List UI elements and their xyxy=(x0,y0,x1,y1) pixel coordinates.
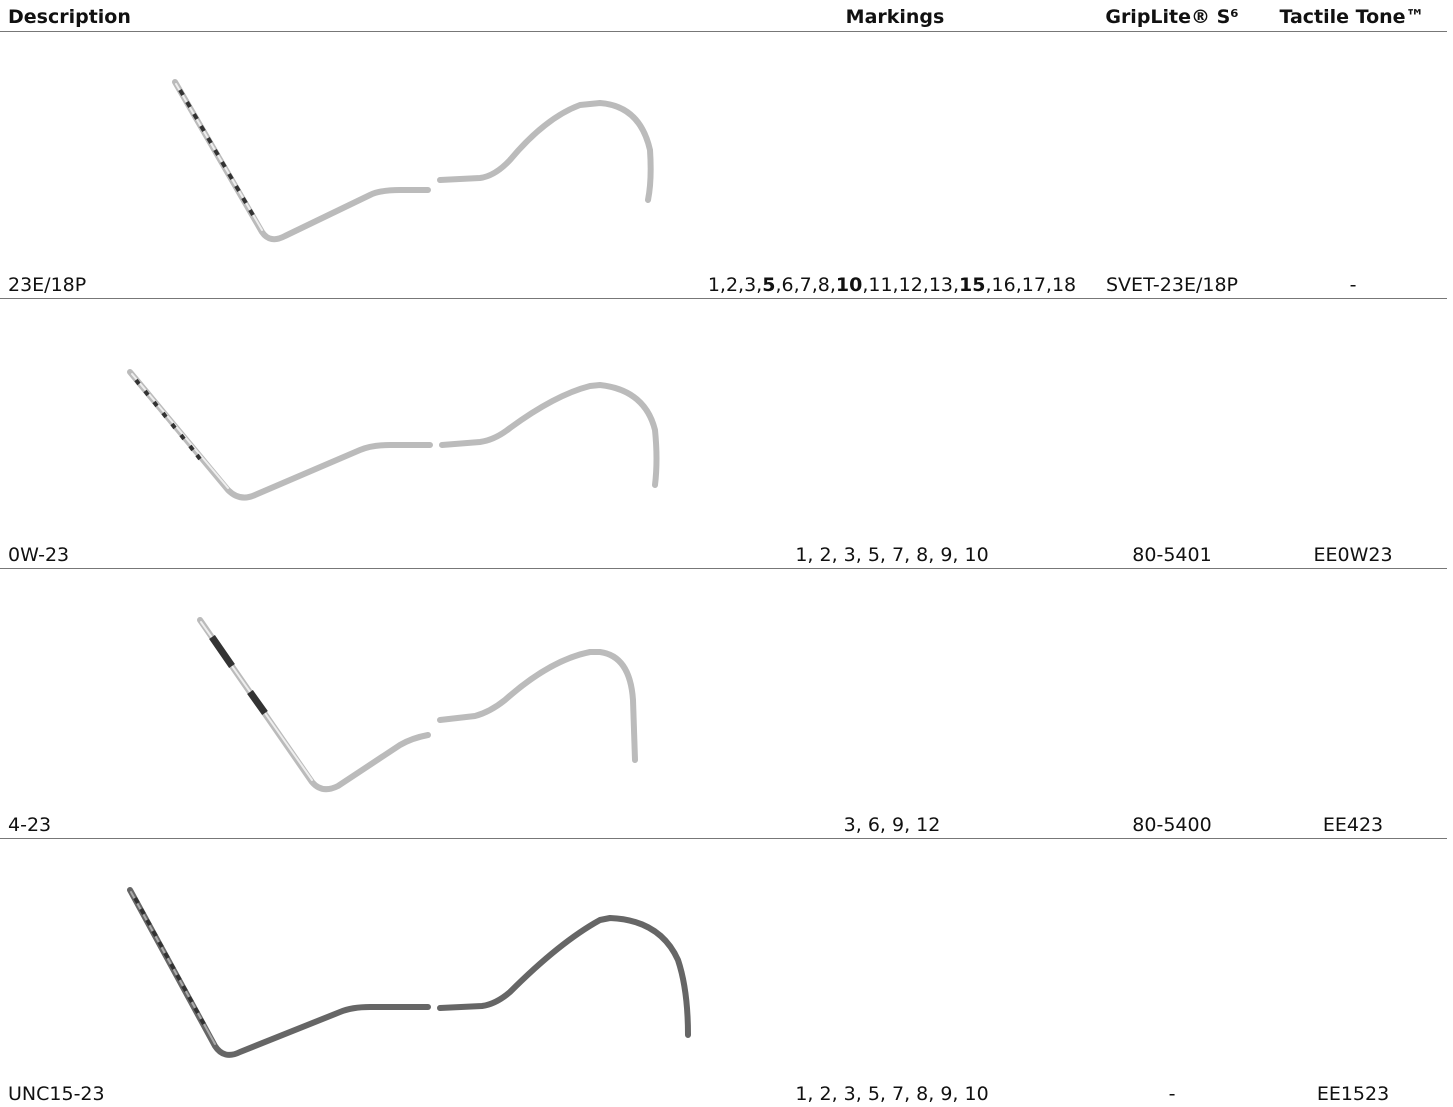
griplite-code: SVET-23E/18P xyxy=(1106,274,1238,296)
probe-23e18p xyxy=(172,79,654,243)
column-header: Description xyxy=(8,6,131,28)
markings: 1, 2, 3, 5, 7, 8, 9, 10 xyxy=(795,1083,988,1105)
probe-images xyxy=(127,79,691,1058)
probe-0w23 xyxy=(127,369,660,501)
column-header: Markings xyxy=(846,6,945,28)
marking-segment: ,16,17,18 xyxy=(986,274,1077,296)
tactile-tone-code: EE423 xyxy=(1323,814,1383,836)
tactile-tone-code: - xyxy=(1350,274,1357,296)
marking-segment: 10 xyxy=(836,274,862,296)
markings: 1,2,3,5,6,7,8,10,11,12,13,15,16,17,18 xyxy=(708,274,1076,296)
description: 4-23 xyxy=(8,814,51,836)
marking-segment: ,11,12,13, xyxy=(862,274,959,296)
marking-segment: 3, 6, 9, 12 xyxy=(844,814,941,836)
tactile-tone-code: EE1523 xyxy=(1317,1083,1389,1105)
probe-unc15-23 xyxy=(127,887,691,1058)
markings: 3, 6, 9, 12 xyxy=(844,814,941,836)
description: 23E/18P xyxy=(8,274,86,296)
griplite-code: - xyxy=(1169,1083,1176,1105)
marking-segment: 5 xyxy=(762,274,775,296)
markings: 1, 2, 3, 5, 7, 8, 9, 10 xyxy=(795,544,988,566)
column-header: Tactile Tone™ xyxy=(1279,6,1424,28)
probe-4-23 xyxy=(197,617,638,793)
marking-segment: ,6,7,8, xyxy=(775,274,835,296)
griplite-code: 80-5401 xyxy=(1132,544,1211,566)
column-header: GripLite® S⁶ xyxy=(1105,6,1238,28)
marking-segment: 1, 2, 3, 5, 7, 8, 9, 10 xyxy=(795,544,988,566)
description: UNC15-23 xyxy=(8,1083,105,1105)
griplite-code: 80-5400 xyxy=(1132,814,1211,836)
description: 0W-23 xyxy=(8,544,69,566)
marking-segment: 15 xyxy=(959,274,985,296)
tactile-tone-code: EE0W23 xyxy=(1313,544,1392,566)
marking-segment: 1,2,3, xyxy=(708,274,762,296)
marking-segment: 1, 2, 3, 5, 7, 8, 9, 10 xyxy=(795,1083,988,1105)
